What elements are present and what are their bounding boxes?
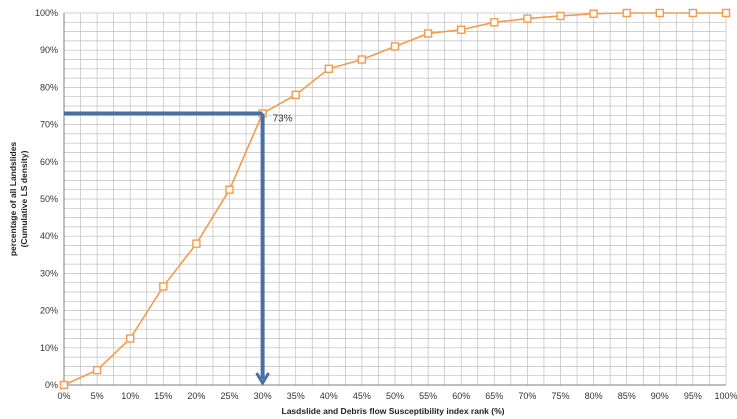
x-tick-label: 70% <box>518 391 536 401</box>
x-tick-label: 25% <box>220 391 238 401</box>
data-point-marker <box>423 29 433 38</box>
x-tick-label: 90% <box>651 391 669 401</box>
data-point-marker <box>390 42 400 51</box>
y-axis-title-line2: (Cumulative LS density) <box>19 150 29 247</box>
data-point-marker <box>457 25 466 34</box>
y-tick-label: 0% <box>45 380 58 390</box>
data-point-marker <box>490 18 499 27</box>
x-tick-label: 100% <box>714 391 737 401</box>
data-point-marker <box>655 8 664 18</box>
annotation-arrow-head <box>255 372 270 386</box>
tick-labels: 0% 5% 10% 15% 20% 25% 30% 35% 40% 45% 50% 55% 60% 65%… <box>35 8 737 401</box>
data-point-marker <box>159 282 168 291</box>
grid <box>63 12 727 386</box>
data-point-marker <box>125 334 135 343</box>
y-axis-title-line1: percentage of all Landslides <box>8 142 18 257</box>
annotation-label: 73% <box>273 113 293 124</box>
x-tick-label: 30% <box>254 391 272 401</box>
data-point-marker <box>92 365 102 375</box>
data-point-marker <box>556 11 565 21</box>
data-point-marker <box>523 14 532 23</box>
data-point-marker <box>59 380 69 390</box>
y-tick-label: 100% <box>35 8 58 18</box>
x-tick-label: 50% <box>386 391 404 401</box>
y-tick-label: 20% <box>40 306 58 316</box>
x-tick-label: 95% <box>684 391 702 401</box>
x-tick-label: 45% <box>353 391 371 401</box>
data-point-marker <box>192 239 201 248</box>
x-tick-label: 55% <box>419 391 437 401</box>
y-tick-label: 70% <box>40 120 58 130</box>
data-point-marker <box>357 55 367 64</box>
y-tick-label: 10% <box>40 343 58 353</box>
x-tick-label: 35% <box>287 391 305 401</box>
x-tick-label: 65% <box>485 391 503 401</box>
data-point-marker <box>225 185 234 194</box>
y-tick-label: 40% <box>40 231 58 241</box>
y-tick-label: 30% <box>40 268 58 278</box>
x-tick-label: 10% <box>121 391 139 401</box>
x-tick-label: 60% <box>452 391 470 401</box>
series-line <box>59 8 731 390</box>
x-tick-label: 20% <box>187 391 205 401</box>
x-tick-label: 5% <box>91 391 104 401</box>
x-tick-label: 80% <box>585 391 603 401</box>
y-tick-label: 50% <box>40 194 58 204</box>
x-tick-label: 0% <box>57 391 70 401</box>
data-point-marker <box>291 90 300 100</box>
x-axis-title: Lasdslide and Debris flow Susceptibility… <box>282 406 505 416</box>
x-tick-label: 85% <box>618 391 636 401</box>
data-point-marker <box>721 8 731 18</box>
y-tick-label: 90% <box>40 45 58 55</box>
data-point-marker <box>589 9 598 18</box>
y-tick-label: 80% <box>40 82 58 92</box>
x-tick-label: 75% <box>551 391 569 401</box>
annotation: 73% <box>64 111 293 386</box>
x-tick-label: 40% <box>320 391 338 401</box>
data-point-marker <box>324 64 333 74</box>
x-tick-label: 15% <box>154 391 172 401</box>
y-tick-label: 60% <box>40 157 58 167</box>
data-point-marker <box>688 8 698 18</box>
data-point-marker <box>622 8 631 18</box>
